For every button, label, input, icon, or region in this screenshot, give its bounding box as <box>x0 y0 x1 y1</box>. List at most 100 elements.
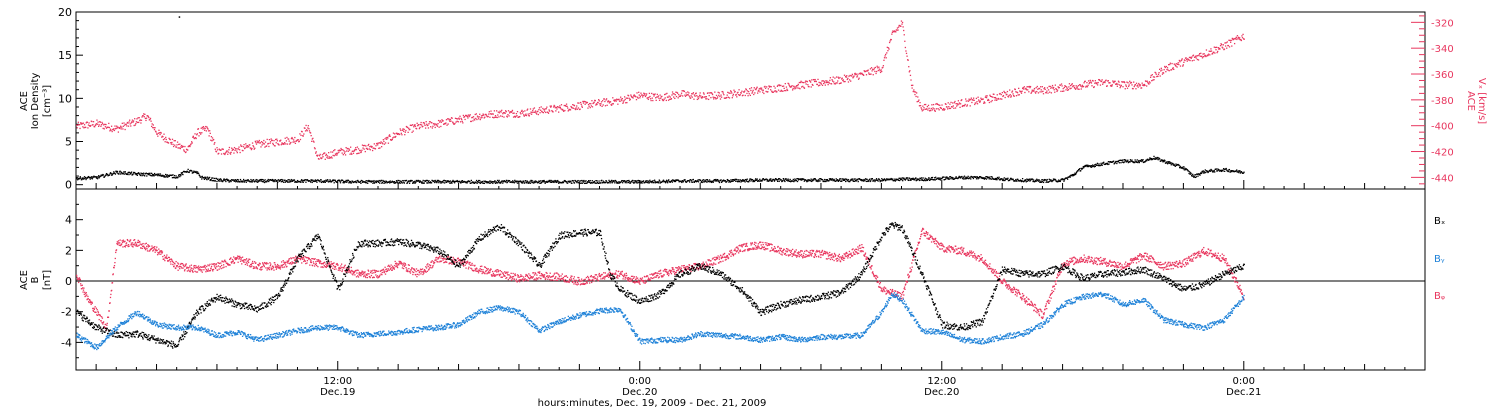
speed-point <box>1096 84 1099 86</box>
speed-point <box>956 105 958 107</box>
speed-point <box>680 94 682 96</box>
speed-point <box>1240 39 1243 42</box>
density-point <box>949 176 952 178</box>
speed-point <box>1084 80 1086 82</box>
density-point <box>227 179 230 182</box>
density-point <box>247 179 250 181</box>
speed-point <box>1124 88 1126 90</box>
density-point <box>516 182 519 184</box>
density-point <box>549 180 551 182</box>
speed-point <box>656 96 658 98</box>
speed-point <box>637 97 639 99</box>
density-point <box>503 180 505 182</box>
speed-point <box>916 92 918 94</box>
speed-point <box>824 84 826 86</box>
speed-point <box>241 145 243 147</box>
density-point <box>1096 162 1099 165</box>
speed-point <box>684 95 687 97</box>
speed-point <box>969 99 971 101</box>
speed-point <box>1229 39 1231 42</box>
bz-point <box>210 267 212 269</box>
density-point <box>425 179 427 182</box>
density-point <box>975 178 978 180</box>
speed-point <box>647 98 649 101</box>
density-point <box>1150 157 1153 160</box>
density-point <box>831 178 834 180</box>
bz-point <box>116 241 118 243</box>
density-point <box>837 180 839 182</box>
speed-point <box>490 110 492 112</box>
speed-point <box>856 75 859 77</box>
density-point <box>611 182 613 184</box>
speed-point <box>1109 82 1111 84</box>
density-point <box>623 180 625 183</box>
bz-point <box>226 262 228 265</box>
density-point <box>437 181 439 183</box>
bz-point <box>195 265 197 267</box>
speed-point <box>119 126 121 129</box>
density-point <box>740 181 742 183</box>
speed-point <box>327 157 329 159</box>
density-point <box>519 181 521 183</box>
speed-point <box>132 121 134 123</box>
speed-point <box>157 132 160 134</box>
density-point <box>1220 170 1223 173</box>
density-point <box>743 180 745 182</box>
speed-point <box>910 79 912 81</box>
density-point <box>913 178 915 180</box>
speed-point <box>1015 95 1018 97</box>
density-point <box>1125 159 1127 161</box>
density-point <box>708 180 710 183</box>
density-point <box>346 180 348 182</box>
speed-point <box>366 148 369 151</box>
density-point <box>1069 175 1071 177</box>
bz-point <box>201 271 203 273</box>
bz-point <box>88 300 90 303</box>
bz-point <box>111 282 114 284</box>
speed-point <box>1157 73 1160 76</box>
speed-point <box>902 26 904 28</box>
speed-point <box>624 98 626 101</box>
density-point <box>102 174 104 176</box>
density-point <box>90 177 92 179</box>
bz-point <box>311 264 314 267</box>
speed-point <box>565 103 568 105</box>
density-point <box>164 176 166 178</box>
density-point <box>119 170 121 172</box>
density-point <box>121 171 123 174</box>
top-right-ylabel-line-2: Vₓ [km/s] <box>1476 78 1487 124</box>
speed-point <box>831 79 833 81</box>
speed-point <box>440 121 443 123</box>
density-point <box>829 179 831 181</box>
speed-point <box>485 114 488 116</box>
speed-point <box>883 59 885 61</box>
density-point <box>1127 161 1129 164</box>
density-point <box>456 179 458 182</box>
speed-point <box>520 110 523 112</box>
density-point <box>1093 166 1095 168</box>
speed-point <box>487 115 489 118</box>
speed-point <box>717 91 719 94</box>
density-point <box>964 178 967 180</box>
density-point <box>453 180 455 183</box>
bz-point <box>104 323 107 326</box>
bz-point <box>82 289 85 291</box>
speed-point <box>1163 69 1165 71</box>
bz-point <box>161 252 163 254</box>
density-point <box>976 176 979 179</box>
speed-point <box>370 145 372 147</box>
density-point <box>628 179 630 182</box>
speed-point <box>674 97 676 100</box>
density-point <box>909 178 912 180</box>
speed-point <box>335 152 338 154</box>
speed-point <box>753 87 755 89</box>
speed-point <box>605 98 608 100</box>
density-point <box>414 180 416 182</box>
speed-point <box>722 92 724 94</box>
bz-point <box>214 267 217 270</box>
speed-point <box>642 94 644 97</box>
speed-point <box>462 114 465 117</box>
speed-point <box>153 128 156 131</box>
speed-point <box>900 20 903 22</box>
speed-point <box>1079 84 1081 86</box>
